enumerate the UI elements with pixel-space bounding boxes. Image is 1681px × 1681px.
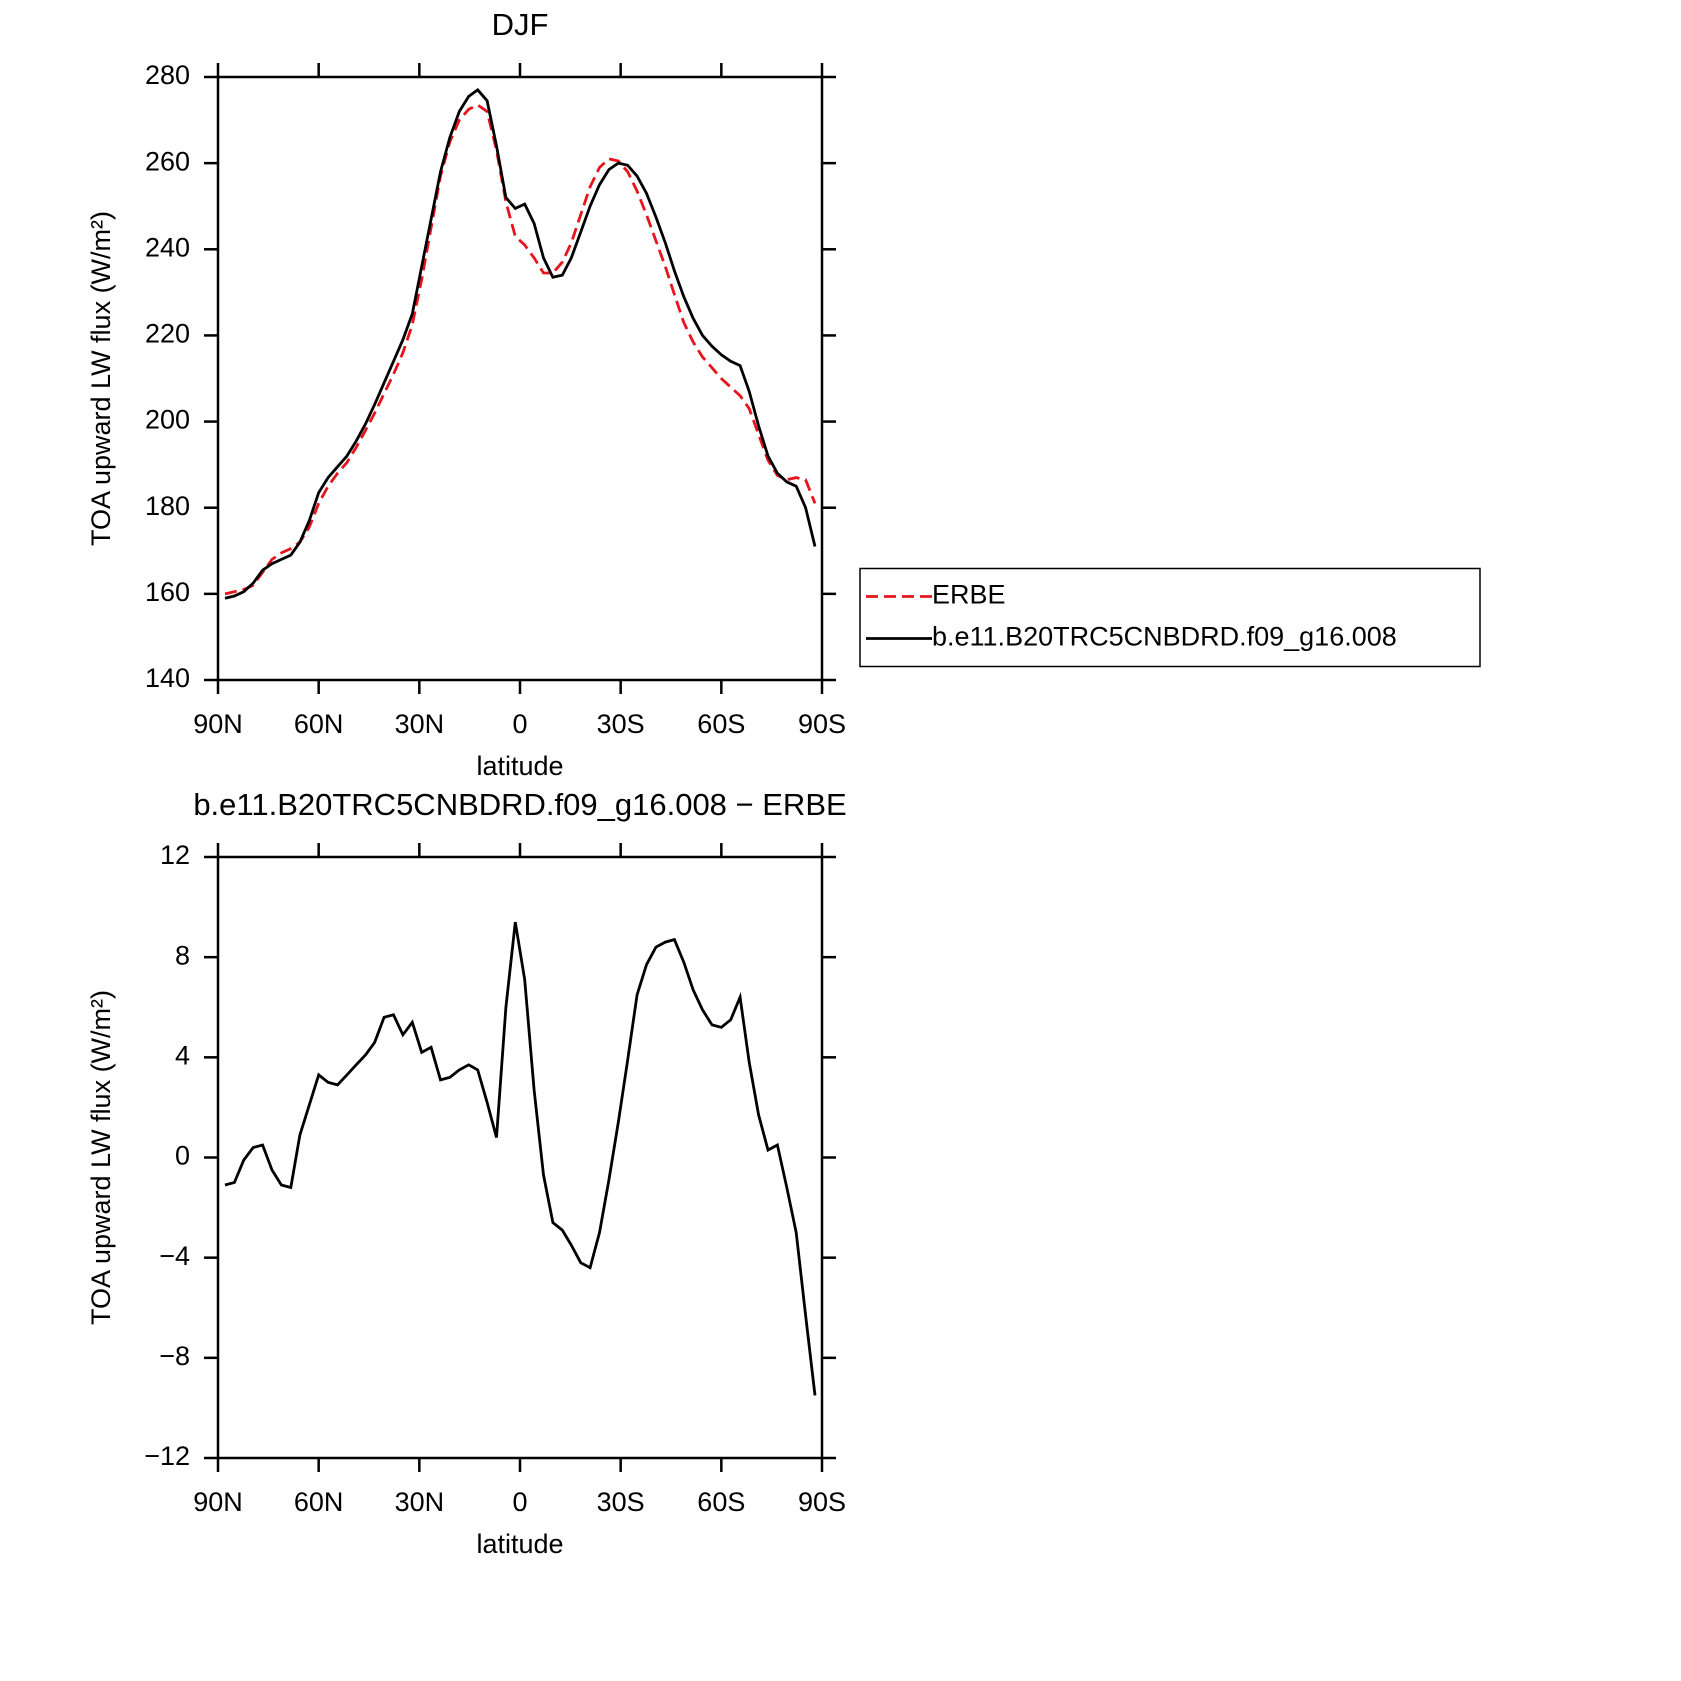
x-tick-label: 0	[512, 1487, 527, 1517]
y-tick-label: −8	[159, 1341, 190, 1371]
x-axis-label: latitude	[476, 1529, 563, 1559]
x-tick-label: 30N	[395, 1487, 445, 1517]
y-tick-label: 260	[145, 146, 190, 176]
x-tick-label: 60S	[697, 1487, 745, 1517]
y-axis-label: TOA upward LW flux (W/m²)	[86, 990, 116, 1325]
x-tick-label: 90N	[193, 1487, 243, 1517]
y-tick-label: 220	[145, 319, 190, 349]
x-tick-label: 90N	[193, 709, 243, 739]
data-line	[224, 103, 817, 596]
y-tick-label: 8	[175, 940, 190, 970]
x-tick-label: 0	[512, 709, 527, 739]
data-line	[224, 88, 817, 600]
y-tick-label: 280	[145, 60, 190, 90]
y-tick-label: 200	[145, 405, 190, 435]
legend: ERBE b.e11.B20TRC5CNBDRD.f09_g16.008	[859, 567, 1481, 668]
y-tick-label: 160	[145, 577, 190, 607]
legend-label: ERBE	[932, 580, 1006, 610]
chart-title: DJF	[492, 7, 549, 42]
x-tick-label: 60N	[294, 709, 344, 739]
data-line	[224, 921, 817, 1396]
y-tick-label: 140	[145, 663, 190, 693]
y-axis-label: TOA upward LW flux (W/m²)	[86, 211, 116, 546]
x-tick-label: 30N	[395, 709, 445, 739]
y-tick-label: −4	[159, 1241, 190, 1271]
chart-title: b.e11.B20TRC5CNBDRD.f09_g16.008 − ERBE	[193, 787, 846, 822]
y-tick-label: 240	[145, 232, 190, 262]
x-tick-label: 90S	[798, 1487, 846, 1517]
x-tick-label: 90S	[798, 709, 846, 739]
y-tick-label: 0	[175, 1141, 190, 1171]
y-tick-label: 12	[160, 840, 190, 870]
plot-frame	[216, 75, 824, 682]
x-axis-label: latitude	[476, 751, 563, 781]
x-tick-label: 60S	[697, 709, 745, 739]
y-tick-label: −12	[144, 1441, 190, 1471]
y-tick-label: 180	[145, 491, 190, 521]
y-tick-label: 4	[175, 1040, 190, 1070]
x-tick-label: 30S	[597, 709, 645, 739]
legend-box	[859, 567, 1481, 668]
x-tick-label: 30S	[597, 1487, 645, 1517]
x-tick-label: 60N	[294, 1487, 344, 1517]
legend-label: b.e11.B20TRC5CNBDRD.f09_g16.008	[932, 622, 1397, 652]
